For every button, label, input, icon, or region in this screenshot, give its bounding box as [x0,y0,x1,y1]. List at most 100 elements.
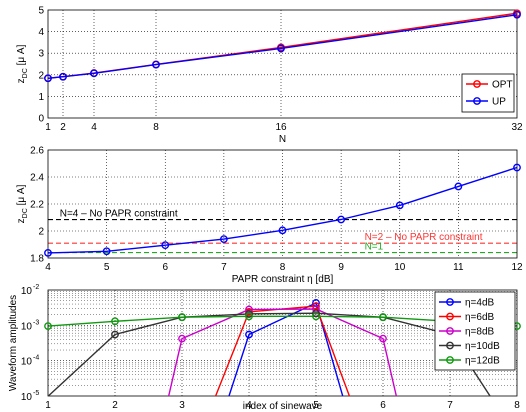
y-axis-label-main: z [16,78,27,83]
legend-marker [446,356,454,364]
x-tick-label: 10 [394,262,406,273]
data-point [178,334,186,343]
data-point-up [59,72,67,81]
data-point [312,305,320,313]
x-tick-label: 8 [153,122,159,133]
legend-entry: η=4dB [465,298,495,309]
y-tick-label: 1 [38,92,44,103]
data-point [245,310,253,318]
plot-frame [47,9,518,119]
x-tick-label: 12 [511,262,523,273]
y-axis-label-main: z [16,218,27,223]
x-axis-label: N [279,134,286,145]
data-point [161,241,170,250]
y-axis-label: Waveform amplitudes [8,295,19,391]
x-axis-label: index of sinewave [243,401,323,412]
data-point [245,312,253,321]
y-axis-label-subscript: DC [22,208,29,218]
data-point [102,247,111,256]
x-tick-label: 1 [45,122,51,133]
x-tick-label: 16 [275,122,287,133]
y-tick-label: 10 [21,286,33,297]
y-tick-label: 2.4 [30,173,44,184]
reference-line-label: N=2 – No PAPR constraint [365,232,483,243]
y-tick-label: 4 [38,27,44,38]
legend-entry: η=8dB [465,327,495,338]
legend-entry: UP [492,97,506,108]
x-tick-label: 7 [221,262,227,273]
x-tick-label: 5 [313,400,319,411]
y-axis-label-subscript: DC [22,68,29,78]
data-point [337,215,346,224]
legend-entry: η=12dB [465,356,500,367]
y-tick-label: 10 [21,357,33,368]
data-point [312,309,320,318]
data-point [245,330,253,339]
x-tick-label: 11 [453,262,464,273]
x-tick-label: 32 [511,122,523,133]
x-tick-label: 4 [246,400,252,411]
x-tick-label: 8 [514,400,520,411]
y-tick-exponent: -2 [33,284,39,291]
x-tick-label: 1 [45,400,51,411]
legend-box [461,73,515,113]
data-point-up [277,44,285,53]
x-tick-label: 4 [91,122,97,133]
x-tick-label: 8 [280,262,286,273]
y-tick-label: 3 [38,49,44,60]
data-point [219,235,228,244]
legend-marker [446,327,454,335]
y-tick-label: 2 [38,70,44,81]
y-tick-label: 2.6 [30,146,44,157]
data-point [44,248,52,257]
legend-marker [473,97,481,105]
data-point [454,182,463,191]
data-point-up [152,60,160,69]
legend-entry: OPT [492,80,513,91]
x-tick-label: 3 [179,400,185,411]
data-point [379,334,387,343]
x-tick-label: 4 [45,262,51,273]
data-point [278,226,287,235]
legend-marker [473,80,481,88]
x-tick-label: 2 [60,122,66,133]
data-point [395,201,404,210]
data-point [513,163,521,172]
y-axis-label: zDC [μ A] [16,184,29,223]
y-tick-label: 10 [21,321,33,332]
plot-frame [47,149,518,259]
legend-marker [446,341,454,350]
legend-marker [446,298,454,306]
y-tick-label: 2.2 [30,200,44,211]
series-line [167,308,398,396]
series-line [47,166,518,254]
y-tick-exponent: -5 [33,390,39,397]
y-tick-label: 10 [21,392,33,403]
data-point [178,313,186,322]
x-axis-label: PAPR constraint η [dB] [232,274,334,285]
x-tick-label: 2 [112,400,118,411]
y-axis-label-unit: [μ A] [16,184,27,208]
legend-entry: η=10dB [465,341,500,352]
chart-papr-vs-zdc: 4 5 6 7 8 9 10 11 12 1.8 2 2.2 2.4 2.6 N=4 – No PAPR c… [16,146,523,286]
plot-frame [47,289,518,397]
reference-line-label: N=1 [365,242,384,253]
data-point [111,330,119,339]
series-line [228,302,344,396]
data-point-up [513,10,521,19]
reference-line-label: N=4 – No PAPR constraint [60,209,178,220]
x-tick-label: 9 [338,262,344,273]
x-tick-label: 6 [380,400,386,411]
y-tick-label: 0 [38,114,44,125]
y-tick-label: 1.8 [30,254,44,265]
y-axis-label: zDC [μ A] [16,44,29,83]
y-tick-exponent: -4 [33,355,39,362]
y-tick-label: 2 [38,227,44,238]
data-point [312,312,320,321]
data-point [312,302,320,311]
data-point [44,322,52,331]
y-tick-label: 5 [38,6,44,17]
legend-marker [446,312,454,321]
